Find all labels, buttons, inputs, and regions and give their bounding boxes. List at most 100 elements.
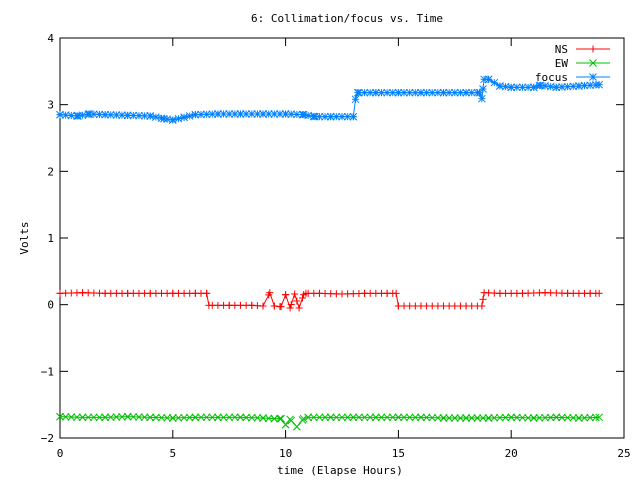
data-point-focus <box>85 110 94 118</box>
data-point-focus <box>428 88 437 97</box>
data-point-focus <box>311 112 319 121</box>
data-point-ew <box>456 414 465 422</box>
data-point-ns <box>361 289 369 297</box>
data-point-focus <box>417 88 425 97</box>
data-point-ns <box>496 289 504 297</box>
data-point-ns <box>302 289 310 297</box>
data-point-ns <box>462 302 470 310</box>
data-point-focus <box>118 111 126 120</box>
y-axis-label: Volts <box>18 221 31 254</box>
data-point-ew <box>484 414 493 422</box>
data-point-ns <box>564 289 572 297</box>
data-point-ns <box>146 289 154 297</box>
data-point-ew <box>552 413 561 422</box>
legend-marker <box>589 59 597 67</box>
data-point-focus <box>259 110 267 118</box>
data-point-ew <box>73 413 81 422</box>
y-tick-label: −2 <box>41 432 54 445</box>
data-point-ns <box>478 302 486 310</box>
data-point-focus <box>351 95 360 104</box>
data-point-ns <box>383 289 391 297</box>
data-point-ns <box>541 289 549 297</box>
data-point-ew <box>106 413 115 422</box>
data-point-ns <box>287 301 295 308</box>
series-layer <box>56 75 604 431</box>
data-point-ew <box>253 413 262 422</box>
series-ns <box>56 289 603 312</box>
data-point-focus <box>536 81 545 90</box>
data-point-focus <box>202 110 211 119</box>
data-point-ew <box>371 413 380 422</box>
data-point-ns <box>191 289 199 297</box>
data-point-ns <box>291 290 299 298</box>
axes: 0 5 10 15 20 25 −2 −1 0 1 2 3 4 <box>41 32 631 460</box>
data-point-ns <box>394 302 402 310</box>
data-point-ew <box>417 413 425 422</box>
data-point-ew <box>366 413 375 422</box>
data-point-ew <box>546 413 555 422</box>
data-point-ns <box>79 289 87 297</box>
data-point-ew <box>129 412 138 421</box>
data-point-ns <box>417 302 425 310</box>
data-point-ew <box>299 414 308 423</box>
data-point-ew <box>507 413 516 422</box>
data-point-ew <box>208 413 217 422</box>
chart-title: 6: Collimation/focus vs. Time <box>251 12 443 25</box>
legend-marker <box>589 73 597 81</box>
data-point-ew <box>152 413 160 422</box>
data-point-ew <box>123 412 132 421</box>
data-point-ew <box>247 413 256 422</box>
data-point-ew <box>512 413 521 422</box>
data-point-focus <box>225 110 234 118</box>
data-point-ew <box>535 413 544 422</box>
data-point-ew <box>202 413 211 422</box>
data-point-ew <box>558 413 566 422</box>
data-point-ew <box>315 413 324 422</box>
data-point-ns <box>595 289 603 297</box>
legend-label: NS <box>555 43 568 56</box>
legend-entry-focus: focus <box>535 71 610 84</box>
data-point-ew <box>405 413 414 422</box>
data-point-ew <box>236 413 245 422</box>
x-tick-label: 15 <box>392 447 405 460</box>
data-point-ns <box>295 304 303 312</box>
data-point-ew <box>580 413 589 422</box>
data-point-focus <box>349 112 358 121</box>
data-point-ns <box>518 289 526 297</box>
legend-marker <box>589 45 597 53</box>
data-point-ew <box>349 413 358 422</box>
data-point-ew <box>496 413 504 422</box>
data-point-ew <box>411 413 420 422</box>
y-tick-label: 4 <box>47 32 54 45</box>
legend-label: focus <box>535 71 568 84</box>
legend-entry-ns: NS <box>555 43 610 56</box>
data-point-ew <box>360 413 369 422</box>
data-point-ew <box>270 414 279 423</box>
data-point-ew <box>388 413 397 422</box>
data-point-ew <box>214 413 222 422</box>
data-point-ns <box>205 301 213 309</box>
data-point-ns <box>248 301 256 309</box>
data-point-focus <box>496 82 504 90</box>
series-ew <box>56 412 604 431</box>
data-point-ew <box>277 414 285 423</box>
data-point-ew <box>434 413 442 422</box>
data-point-ew <box>101 413 109 422</box>
data-point-ew <box>377 413 386 422</box>
data-point-ns <box>480 289 488 297</box>
y-tick-label: −1 <box>41 365 54 378</box>
data-point-focus <box>236 110 245 118</box>
x-tick-label: 25 <box>617 447 630 460</box>
data-point-ns <box>124 289 132 297</box>
data-point-focus <box>507 83 516 92</box>
data-point-ew <box>185 413 194 422</box>
data-point-ns <box>299 294 307 302</box>
data-point-ew <box>61 412 70 421</box>
data-point-ew <box>84 413 93 422</box>
series-line-ns <box>59 291 600 310</box>
data-point-focus <box>439 88 448 97</box>
data-point-ew <box>293 422 301 431</box>
data-point-focus <box>299 110 308 119</box>
